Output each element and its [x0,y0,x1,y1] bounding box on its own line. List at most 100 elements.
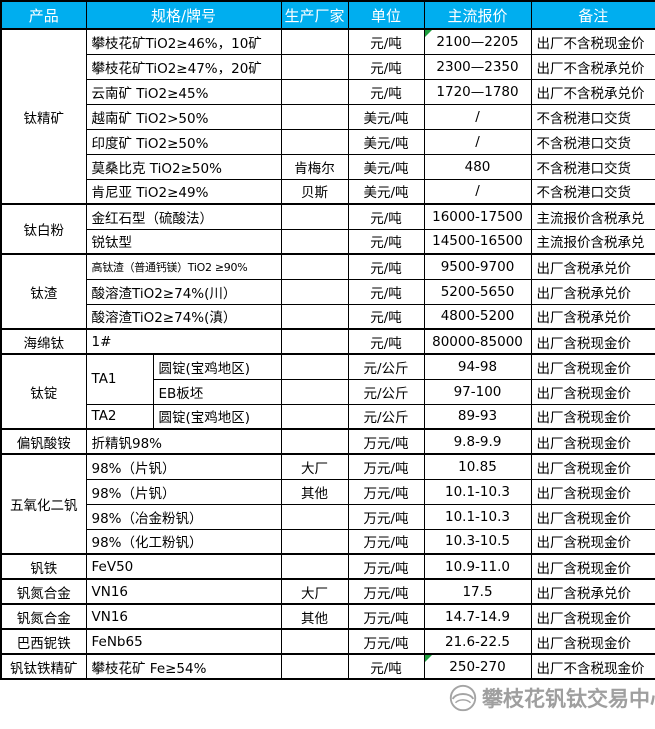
price-cell: 480 [423,153,532,180]
spec-cell: 折精钒98% [85,428,282,455]
note-cell: 出厂不含税承兑价 [530,78,655,105]
table-row: 锐钛型 元/吨 14500-16500 主流报价含税承兑 [1,228,655,255]
table-row: TA2 圆锭(宝鸡地区) 元/公斤 89-93 出厂含税现金价 [1,403,655,430]
spec-cell: FeNb65 [85,628,282,655]
note-cell: 出厂含税现金价 [530,453,655,480]
note-cell: 出厂不含税现金价 [530,28,655,55]
note-cell: 出厂含税现金价 [530,553,655,580]
table-body: 钛精矿 攀枝花矿TiO2≥46%，10矿 元/吨 2100—2205 出厂不含税现金价攀… [0,28,655,680]
price-cell: 4800-5200 [423,303,532,330]
spec-cell: 攀枝花矿 Fe≥54% [85,653,282,680]
maker-cell [280,628,349,655]
grade-cell: TA1 [85,353,154,405]
unit-cell: 元/吨 [347,653,425,680]
spec-cell: 98%（片钒） [85,478,282,505]
header-cell: 主流报价 [423,0,532,30]
maker-cell [280,278,349,305]
form-cell: 圆锭(宝鸡地区) [152,403,282,430]
product-cell: 钒钛铁精矿 [0,653,87,680]
maker-cell [280,303,349,330]
price-cell: 17.5 [423,578,532,605]
table-row: 钒氮合金 VN16 大厂 万元/吨 17.5 出厂含税承兑价 [0,578,655,605]
price-cell: 10.1-10.3 [423,478,532,505]
note-cell: 出厂含税现金价 [530,378,655,405]
table-row: 海绵钛 1# 元/吨 80000-85000 出厂含税现金价 [0,328,655,355]
spec-cell: 攀枝花矿TiO2≥46%，10矿 [85,28,282,55]
spec-cell: 肯尼亚 TiO2≥49% [85,178,282,205]
unit-cell: 元/吨 [347,78,425,105]
spec-cell: 98%（化工粉钒） [85,528,282,555]
table-row: 越南矿 TiO2>50% 美元/吨 / 不含税港口交货 [1,103,655,130]
unit-cell: 万元/吨 [347,528,425,555]
price-cell: 97-100 [423,378,532,405]
price-cell: 10.85 [423,453,532,480]
note-cell: 出厂含税现金价 [530,603,655,630]
table-row: 98%（冶金粉钒） 万元/吨 10.1-10.3 出厂含税现金价 [1,503,655,530]
table-row: 酸溶渣TiO2≥74%(滇） 元/吨 4800-5200 出厂含税承兑价 [1,303,655,330]
maker-cell: 贝斯 [280,178,349,205]
product-cell: 海绵钛 [0,328,87,355]
unit-cell: 元/吨 [347,203,425,230]
unit-cell: 万元/吨 [347,553,425,580]
table-row: 攀枝花矿TiO2≥47%，20矿 元/吨 2300—2350 出厂不含税承兑价 [1,53,655,80]
spec-cell: 98%（片钒） [85,453,282,480]
spec-cell: 98%（冶金粉钒） [85,503,282,530]
table-row: 偏钒酸铵 折精钒98% 万元/吨 9.8-9.9 出厂含税现金价 [0,428,655,455]
price-cell: 1720—1780 [423,78,532,105]
unit-cell: 美元/吨 [347,128,425,155]
table-row: 钒铁 FeV50 万元/吨 10.9-11.0 出厂含税现金价 [0,553,655,580]
maker-cell: 大厂 [280,578,349,605]
spec-cell: 金红石型（硫酸法） [85,203,282,230]
unit-cell: 元/吨 [347,328,425,355]
spec-cell: 酸溶渣TiO2≥74%(滇） [85,303,282,330]
header-cell: 产品 [0,0,87,30]
maker-cell [280,553,349,580]
form-cell: 圆锭(宝鸡地区) [152,353,282,380]
table-row: 莫桑比克 TiO2≥50% 肯梅尔 美元/吨 480 不含税港口交货 [1,153,655,180]
grade-cell: TA2 [85,403,154,430]
unit-cell: 美元/吨 [347,103,425,130]
spec-cell: 酸溶渣TiO2≥74%(川） [85,278,282,305]
unit-cell: 元/公斤 [347,403,425,430]
table-row: 酸溶渣TiO2≥74%(川） 元/吨 5200-5650 出厂含税承兑价 [1,278,655,305]
watermark-logo-icon [447,682,479,714]
unit-cell: 元/吨 [347,278,425,305]
unit-cell: 万元/吨 [347,578,425,605]
note-cell: 出厂含税现金价 [530,628,655,655]
maker-cell: 肯梅尔 [280,153,349,180]
table-row: 钛锭 TA1 圆锭(宝鸡地区) 元/公斤 94-98 出厂含税现金价 [0,353,655,430]
note-cell: 不含税港口交货 [530,128,655,155]
note-cell: 不含税港口交货 [530,103,655,130]
note-cell: 出厂含税承兑价 [530,253,655,280]
maker-cell [280,528,349,555]
product-cell: 钛精矿 [0,28,87,205]
product-cell: 钛白粉 [0,203,87,255]
note-cell: 主流报价含税承兑 [530,228,655,255]
header-cell: 单位 [347,0,425,30]
maker-cell [280,203,349,230]
header-cell: 备注 [530,0,655,30]
maker-cell [280,503,349,530]
unit-cell: 万元/吨 [347,628,425,655]
unit-cell: 元/公斤 [347,378,425,405]
spec-cell: 云南矿 TiO2≥45% [85,78,282,105]
price-table: 产品 规格/牌号 生产厂家 单位 主流报价 备注 钛精矿 攀枝花矿TiO2≥46%，10矿元… [0,0,655,680]
unit-cell: 元/吨 [347,28,425,55]
maker-cell [280,228,349,255]
product-cell: 偏钒酸铵 [0,428,87,455]
note-cell: 出厂含税现金价 [530,328,655,355]
unit-cell: 万元/吨 [347,453,425,480]
maker-cell [280,428,349,455]
comment-flag-icon [425,656,432,662]
spec-cell: 印度矿 TiO2≥50% [85,128,282,155]
price-cell: 21.6-22.5 [423,628,532,655]
spec-cell: 莫桑比克 TiO2≥50% [85,153,282,180]
unit-cell: 万元/吨 [347,428,425,455]
price-cell: 14.7-14.9 [423,603,532,630]
unit-cell: 元/吨 [347,303,425,330]
note-cell: 出厂含税现金价 [530,503,655,530]
maker-cell: 大厂 [280,453,349,480]
product-cell: 钛渣 [0,253,87,330]
price-cell: 250-270 [423,653,532,680]
price-cell: / [423,128,532,155]
